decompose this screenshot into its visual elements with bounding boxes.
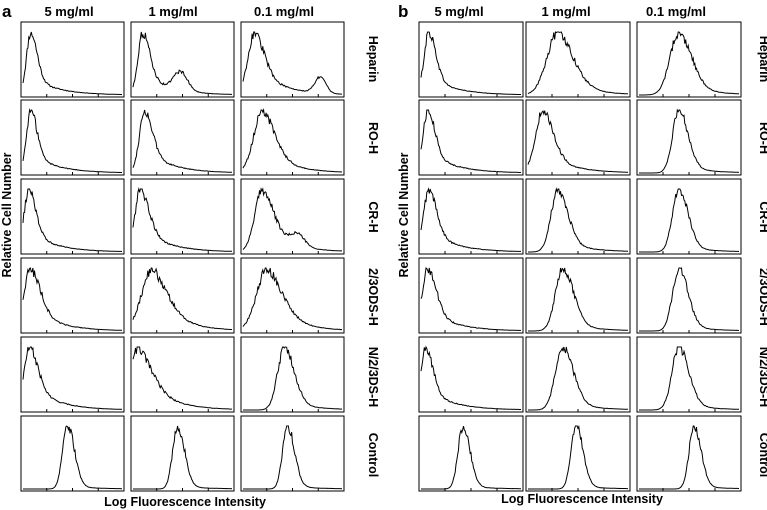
histogram-frame bbox=[130, 257, 235, 334]
histogram-curve bbox=[639, 188, 740, 253]
panel-a-y-axis-label: Relative Cell Number bbox=[0, 152, 14, 277]
histogram-curve bbox=[242, 31, 343, 95]
panel-b-row-label-5: N/2/3DS-H bbox=[757, 347, 767, 407]
histogram-frame bbox=[525, 99, 631, 176]
histogram-frame bbox=[20, 257, 125, 334]
histogram-curve bbox=[22, 108, 122, 174]
panel-letter-b: b bbox=[398, 2, 408, 21]
histogram-curve bbox=[527, 110, 628, 173]
histogram-frame bbox=[240, 336, 345, 413]
panel-b-row-label-4: 2/3ODS-H bbox=[757, 268, 767, 326]
panel-b-row-label-2: RO-H bbox=[757, 122, 767, 154]
histogram-curve bbox=[133, 425, 233, 490]
panel-a-row-label-1: Heparin bbox=[366, 36, 380, 83]
panel-b-row-label-6: Control bbox=[757, 433, 767, 477]
histogram-frame bbox=[20, 415, 125, 492]
panel-a-col-label-3: 0.1 mg/ml bbox=[254, 4, 314, 19]
histogram-curve bbox=[22, 31, 123, 96]
histogram-frame bbox=[525, 21, 631, 98]
panel-a-row-label-6: Control bbox=[366, 433, 380, 477]
histogram-frame bbox=[20, 178, 125, 255]
histogram-frame bbox=[636, 21, 742, 98]
histogram-frame bbox=[130, 21, 235, 98]
panel-a-row-label-3: CR-H bbox=[366, 201, 380, 232]
panel-letter-a: a bbox=[2, 2, 12, 21]
panel-b-x-axis-label: Log Fluorescence Intensity bbox=[501, 492, 663, 506]
histogram-curve bbox=[22, 346, 123, 410]
histogram-frame bbox=[130, 99, 235, 176]
histogram-curve bbox=[243, 346, 343, 411]
panel-a-col-label-2: 1 mg/ml bbox=[148, 4, 197, 19]
histogram-curve bbox=[639, 346, 739, 411]
histogram-plots bbox=[20, 21, 742, 492]
histogram-frame bbox=[525, 178, 631, 255]
panel-a: a 5 mg/ml 1 mg/ml 0.1 mg/ml Heparin RO-H… bbox=[0, 2, 380, 509]
histogram-curve bbox=[420, 345, 521, 410]
histogram-curve bbox=[528, 267, 628, 332]
panel-a-row-label-5: N/2/3DS-H bbox=[366, 347, 380, 407]
histogram-frame bbox=[130, 336, 235, 413]
panel-b: b 5 mg/ml 1 mg/ml 0.1 mg/ml Heparin RO-H… bbox=[397, 2, 767, 506]
histogram-frame bbox=[20, 336, 125, 413]
histogram-curve bbox=[420, 31, 521, 95]
histogram-curve bbox=[242, 267, 343, 331]
panel-a-x-axis-label: Log Fluorescence Intensity bbox=[104, 495, 266, 509]
histogram-frame bbox=[525, 336, 631, 413]
panel-b-row-label-1: Heparin bbox=[757, 36, 767, 83]
histogram-curve bbox=[639, 31, 740, 96]
histogram-frame bbox=[240, 415, 345, 492]
panel-a-col-label-1: 5 mg/ml bbox=[44, 4, 93, 19]
histogram-frame bbox=[525, 257, 631, 334]
histogram-curve bbox=[23, 425, 122, 490]
histogram-curve bbox=[639, 267, 740, 332]
panel-b-row-label-3: CR-H bbox=[757, 201, 767, 232]
histogram-curve bbox=[132, 346, 232, 410]
histogram-curve bbox=[132, 31, 232, 95]
histogram-curve bbox=[22, 188, 123, 252]
histogram-frame bbox=[240, 178, 345, 255]
histogram-curve bbox=[639, 425, 739, 490]
panel-a-row-label-4: 2/3ODS-H bbox=[366, 268, 380, 326]
panel-b-col-label-2: 1 mg/ml bbox=[541, 4, 590, 19]
histogram-frame bbox=[130, 178, 235, 255]
panel-b-col-label-3: 0.1 mg/ml bbox=[646, 4, 706, 19]
panel-b-col-label-1: 5 mg/ml bbox=[434, 4, 483, 19]
histogram-curve bbox=[527, 31, 629, 95]
histogram-frame bbox=[130, 415, 235, 492]
histogram-frame bbox=[20, 21, 125, 98]
histogram-curve bbox=[132, 187, 232, 252]
histogram-frame bbox=[418, 257, 524, 334]
histogram-curve bbox=[242, 108, 342, 173]
histogram-curve bbox=[242, 187, 343, 252]
histogram-curve bbox=[420, 267, 521, 331]
histogram-curve bbox=[22, 267, 123, 331]
histogram-curve bbox=[420, 109, 522, 173]
histogram-curve bbox=[528, 424, 628, 490]
histogram-curve bbox=[132, 109, 232, 173]
histogram-curve bbox=[132, 267, 232, 330]
histogram-curve bbox=[528, 346, 628, 411]
histogram-curve bbox=[420, 187, 521, 252]
histogram-frame bbox=[418, 21, 524, 98]
histogram-curve bbox=[243, 425, 342, 490]
histogram-frame bbox=[418, 178, 524, 255]
panel-a-row-label-2: RO-H bbox=[366, 122, 380, 154]
histogram-frame bbox=[20, 99, 125, 176]
panel-b-y-axis-label: Relative Cell Number bbox=[397, 152, 411, 277]
histogram-curve bbox=[421, 425, 521, 490]
histogram-curve bbox=[639, 108, 740, 174]
histogram-frame bbox=[418, 99, 524, 176]
histogram-curve bbox=[528, 187, 628, 253]
